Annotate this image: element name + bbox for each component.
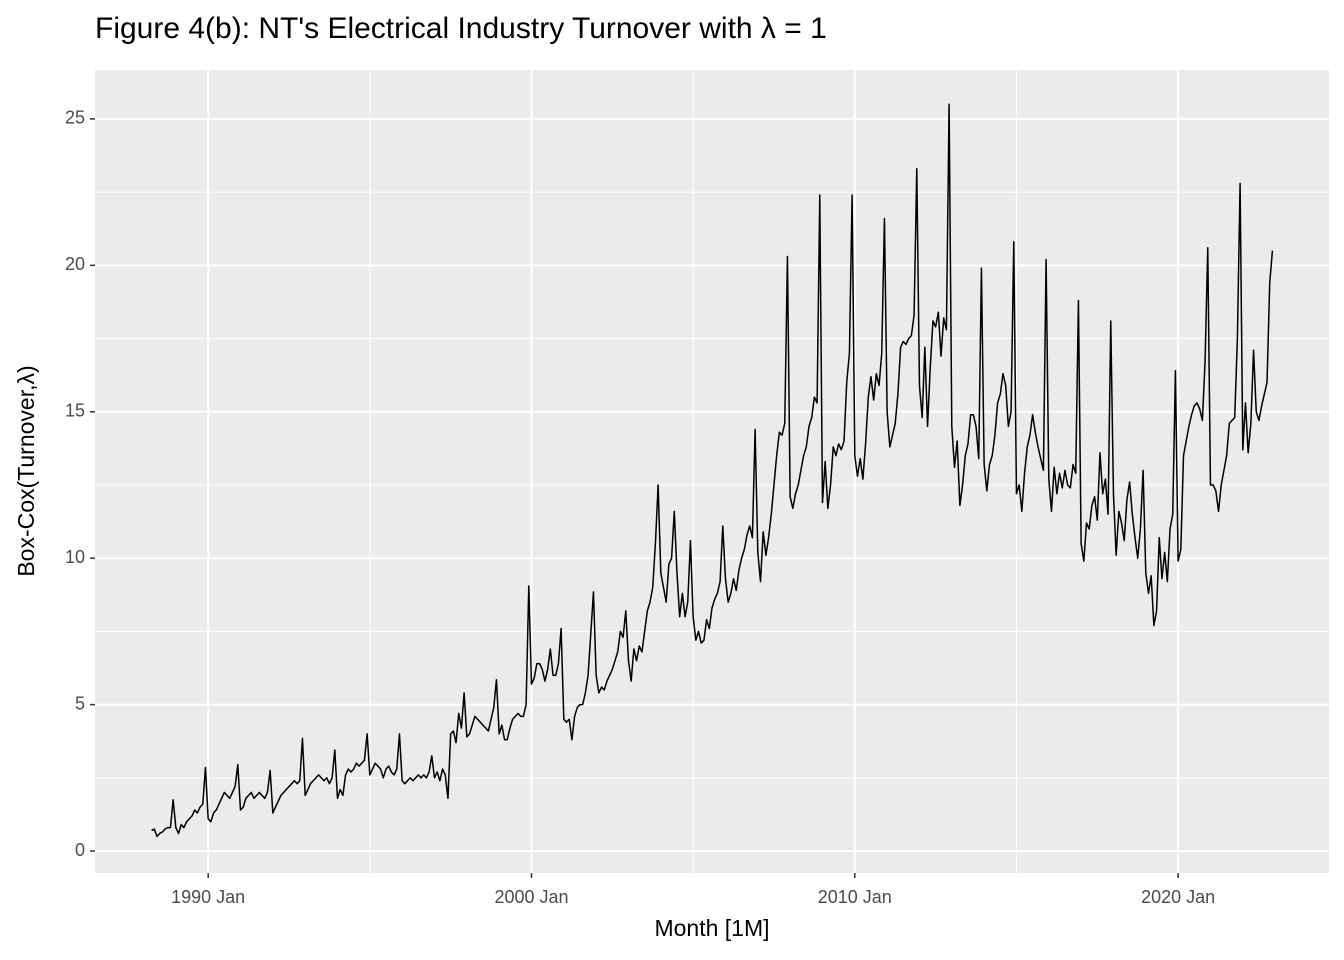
y-axis-title: Box-Cox(Turnover,λ) [13,365,39,576]
y-tick-label: 0 [75,840,85,860]
panel [95,70,1329,873]
line [151,103,1274,838]
x-tick-label: 2020 Jan [1141,887,1215,907]
x-tick-label: 2000 Jan [494,887,568,907]
y-tick-label: 15 [65,401,85,421]
x-tick-label: 1990 Jan [171,887,245,907]
y-tick-label: 25 [65,108,85,128]
y-tick-label: 20 [65,254,85,274]
chart-title: Figure 4(b): NT's Electrical Industry Tu… [95,12,827,45]
y-tick-label: 10 [65,547,85,567]
y-tick-label: 5 [75,693,85,713]
x-tick-label: 2010 Jan [818,887,892,907]
x-axis-title: Month [1M] [654,915,769,941]
